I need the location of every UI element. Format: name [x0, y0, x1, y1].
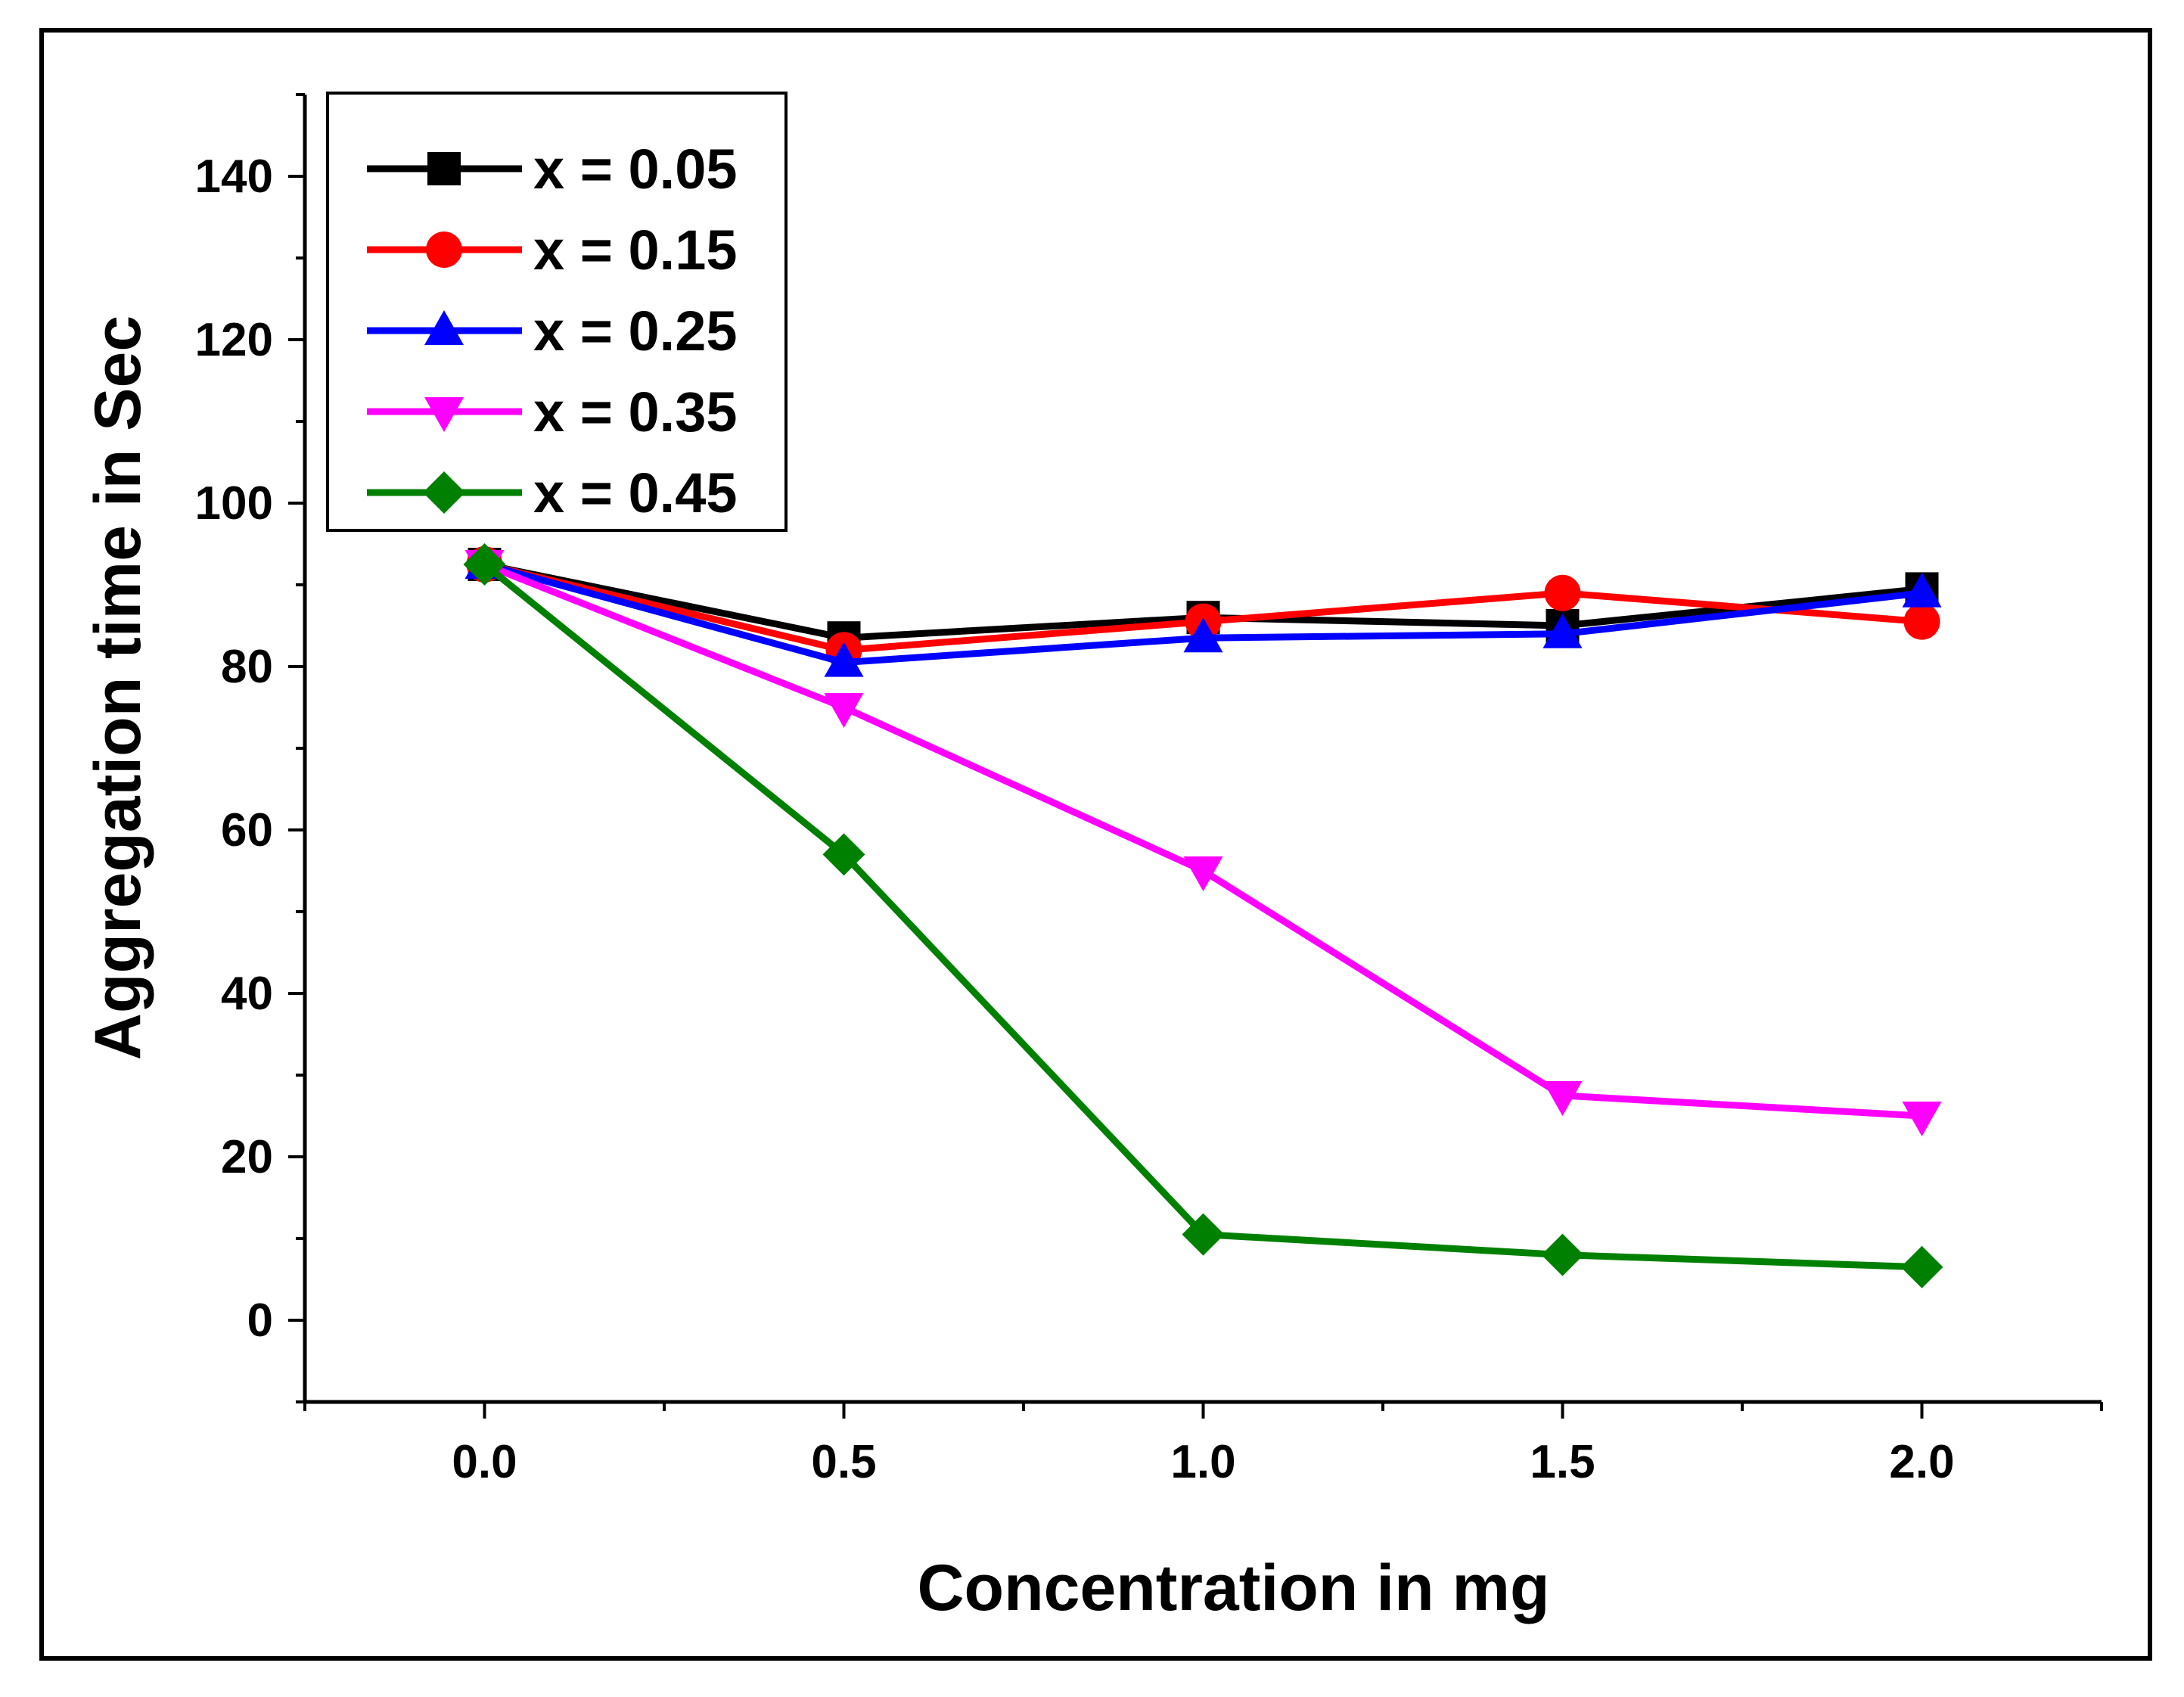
data-point: [463, 543, 506, 586]
figure-frame: [39, 28, 2152, 1661]
axes: 0 20 40 60 80 100 120 140 0.0 0.5 1.0 1.5 2.0: [195, 93, 2103, 1488]
data-point: [1903, 603, 1940, 640]
y-tick-label: 140: [195, 151, 273, 203]
x-tick-label: 0.0: [452, 1436, 517, 1488]
x-tick-label: 1.5: [1530, 1436, 1595, 1488]
legend-label: x = 0.05: [533, 138, 738, 200]
y-tick-label: 100: [195, 477, 273, 530]
y-tick-label: 120: [195, 314, 273, 366]
legend-label: x = 0.45: [533, 462, 738, 524]
y-tick-label: 0: [247, 1295, 273, 1347]
data-point: [1182, 1213, 1225, 1256]
legend-entry: x = 0.05: [367, 138, 738, 200]
legend-entry: x = 0.45: [367, 462, 738, 524]
series-0-45: [463, 543, 1943, 1288]
x-tick-label: 1.0: [1170, 1436, 1235, 1488]
data-point: [824, 693, 864, 728]
data-point: [1183, 856, 1223, 891]
series-line: [482, 561, 1922, 1271]
legend-marker: [427, 152, 461, 185]
legend-entry: x = 0.15: [367, 219, 738, 281]
data-point: [822, 833, 865, 876]
data-point: [1902, 1102, 1942, 1136]
data-point: [1542, 1081, 1583, 1116]
data-point: [1541, 1233, 1584, 1276]
data-point: [1542, 613, 1583, 648]
legend: x = 0.05 x = 0.15 x = 0.25 x = 0.35 x = 0.45: [326, 92, 788, 532]
y-axis-title: Aggregation time in Sec: [82, 315, 154, 1060]
data-point: [1902, 572, 1942, 608]
y-tick-label: 40: [221, 968, 273, 1020]
legend-marker: [426, 232, 462, 268]
series-layer: [463, 543, 1943, 1288]
y-tick-label: 80: [221, 641, 273, 693]
legend-entry: x = 0.25: [367, 300, 738, 362]
legend-marker: [423, 471, 465, 514]
x-axis-title: Concentration in mg: [917, 1552, 1549, 1624]
x-tick-label: 0.5: [811, 1436, 876, 1488]
data-point: [1183, 617, 1223, 653]
legend-entry: x = 0.35: [367, 381, 738, 443]
legend-label: x = 0.15: [533, 219, 738, 281]
data-point: [824, 642, 864, 677]
y-tick-label: 60: [221, 804, 273, 856]
legend-marker: [424, 310, 464, 345]
data-point: [1544, 574, 1581, 611]
legend-label: x = 0.35: [533, 381, 738, 443]
x-tick-label: 2.0: [1889, 1436, 1954, 1488]
y-tick-label: 20: [221, 1131, 273, 1183]
data-point: [1900, 1245, 1943, 1288]
legend-marker: [424, 397, 464, 432]
legend-label: x = 0.25: [533, 300, 738, 362]
